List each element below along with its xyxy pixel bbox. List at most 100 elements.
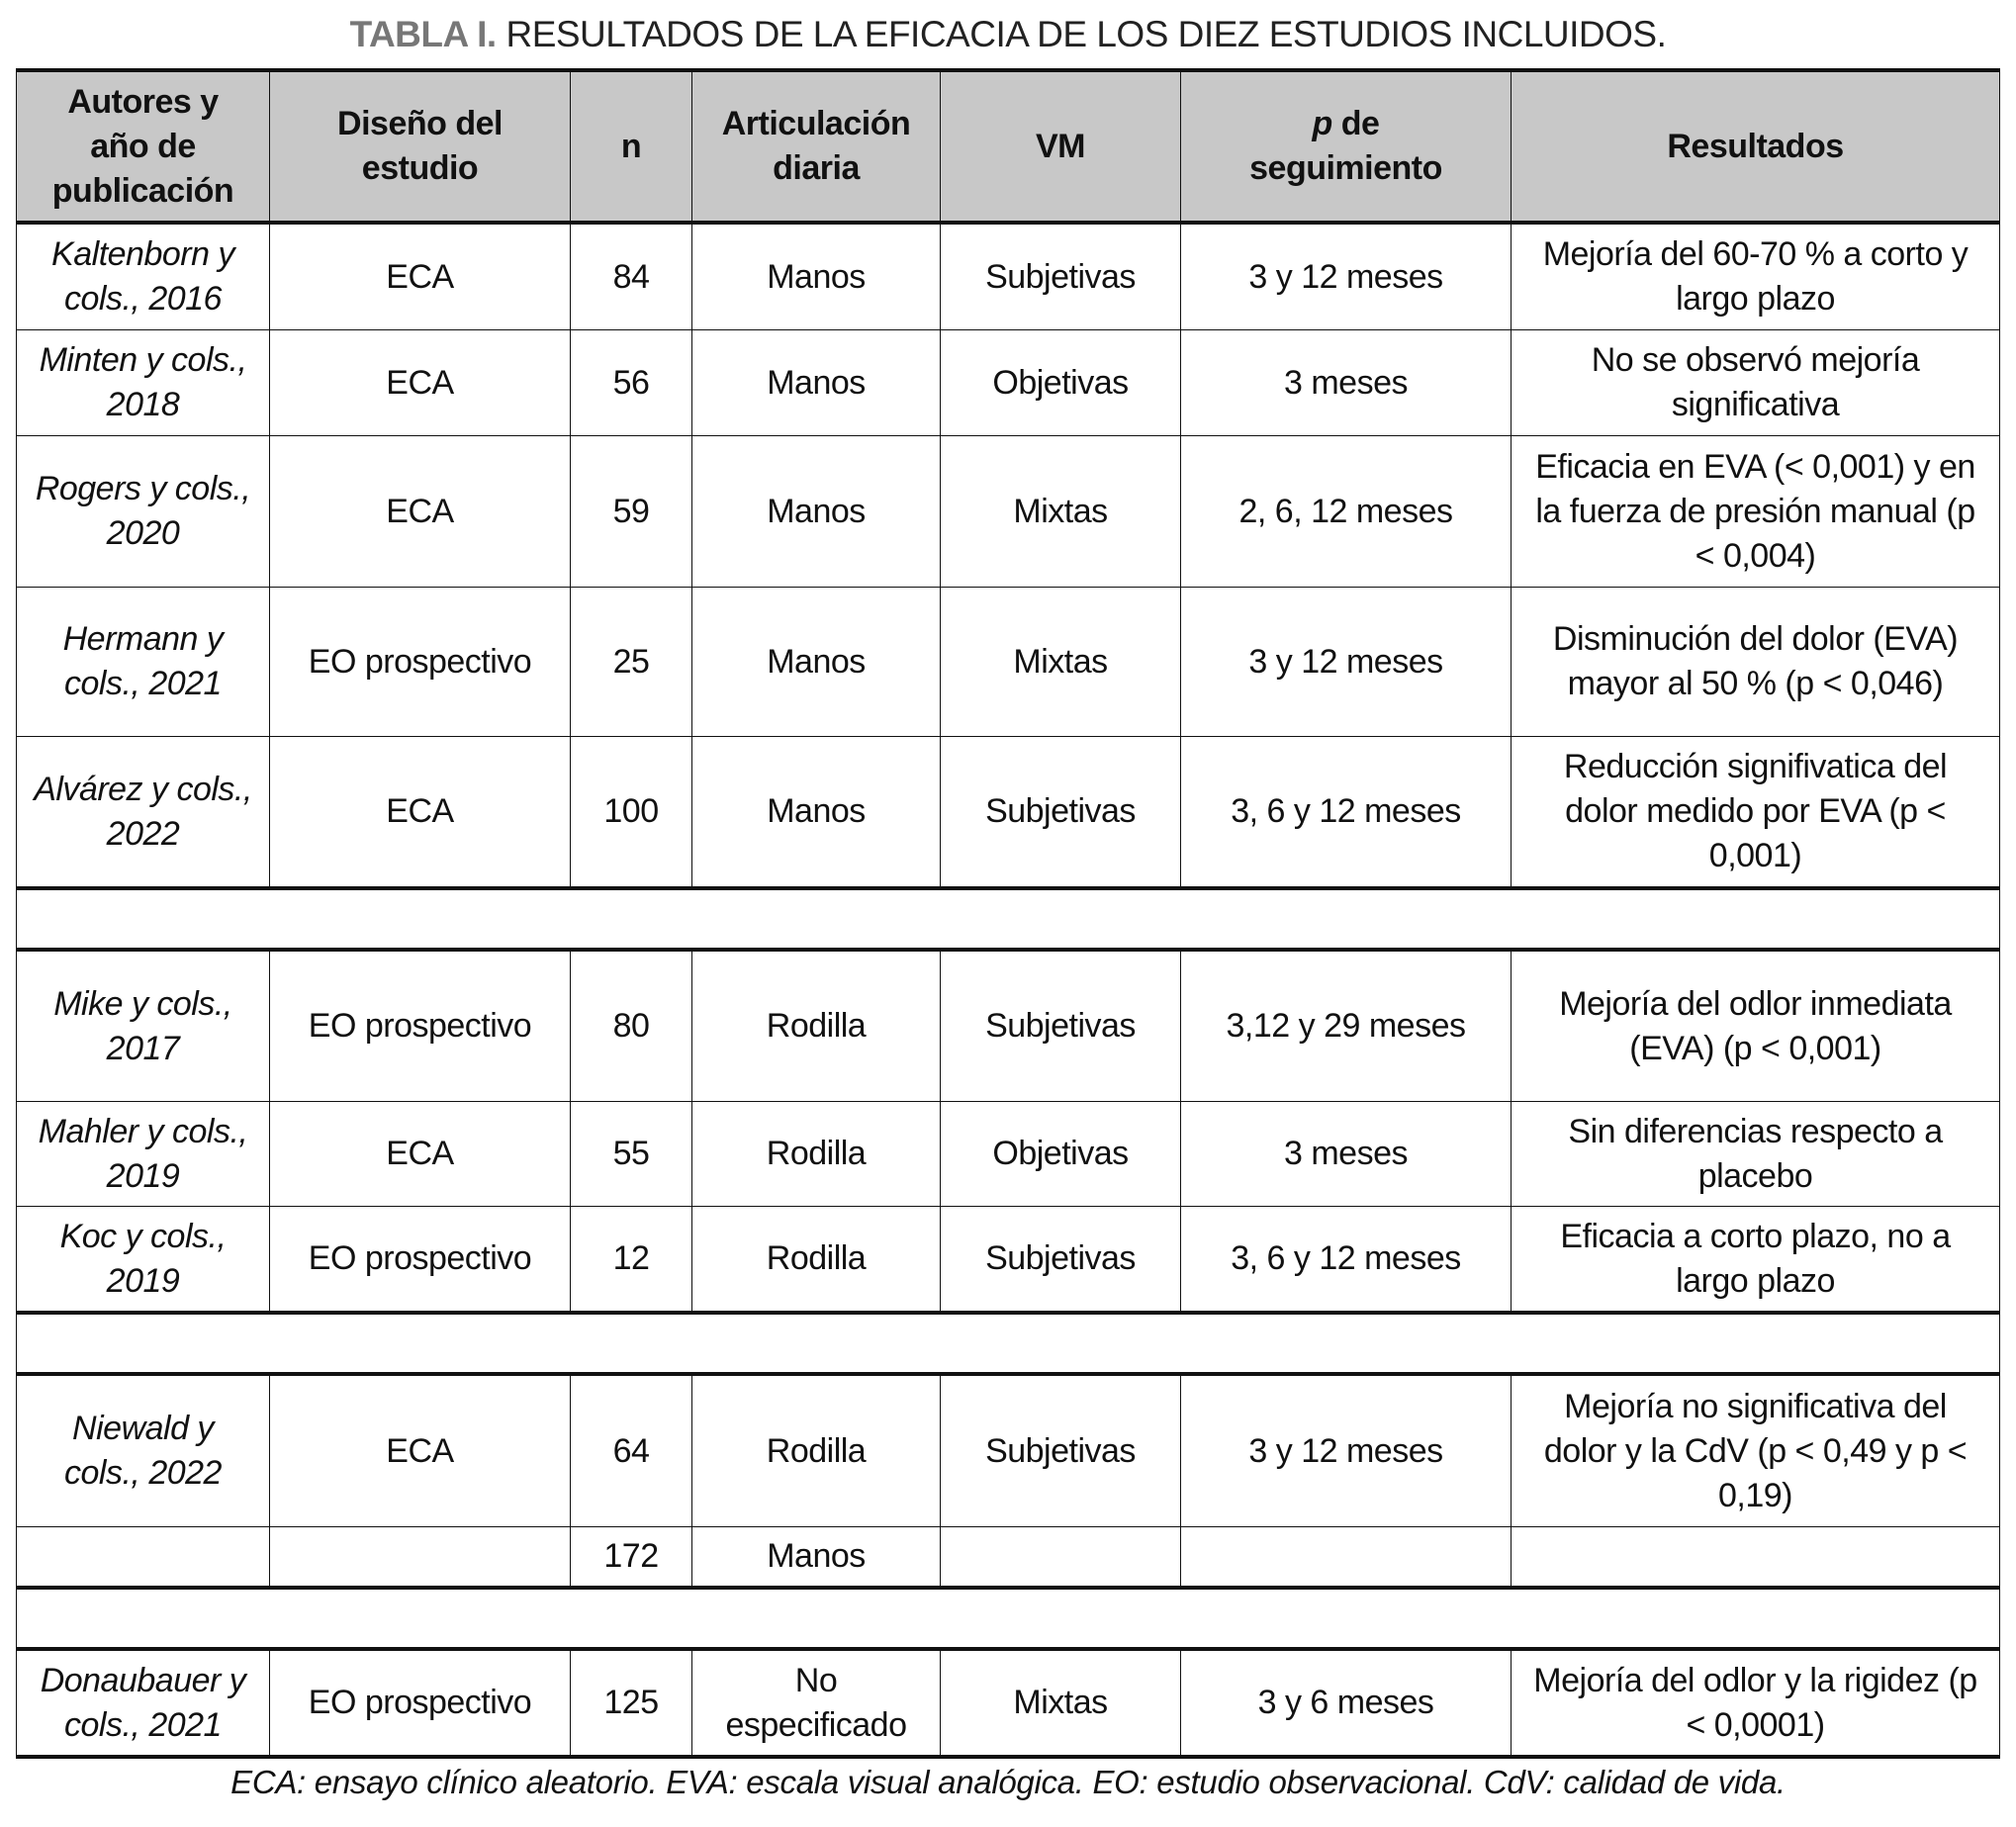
cell-joint: Rodilla — [691, 949, 941, 1102]
results-table: Autores y año de publicación Diseño del … — [16, 68, 2000, 1759]
section-divider-row — [16, 886, 2000, 952]
cell-followup: 3, 6 y 12 meses — [1180, 736, 1512, 889]
cell-followup: 3, 6 y 12 meses — [1180, 1206, 1512, 1314]
cell-vm: Subjetivas — [940, 736, 1181, 889]
header-vm: VM — [940, 68, 1181, 225]
cell-vm: Subjetivas — [940, 949, 1181, 1102]
cell-authors: Minten y cols., 2018 — [16, 329, 270, 436]
table-row: Hermann y cols., 2021 EO prospectivo 25 Man… — [16, 587, 2000, 737]
cell-vm: Mixtas — [940, 587, 1181, 737]
cell-design: ECA — [269, 1373, 571, 1527]
cell-design: EO prospectivo — [269, 949, 571, 1102]
header-joint: Articulación diaria — [691, 68, 941, 225]
cell-design: ECA — [269, 329, 571, 436]
cell-joint: Manos — [691, 329, 941, 436]
cell-results: Eficacia a corto plazo, no a largo plazo — [1511, 1206, 2000, 1314]
cell-results: Disminución del dolor (EVA) mayor al 50 … — [1511, 587, 2000, 737]
cell-followup: 3 meses — [1180, 1101, 1512, 1207]
cell-joint: Manos — [691, 435, 941, 588]
cell-n: 64 — [570, 1373, 692, 1527]
table-row: Minten y cols., 2018 ECA 56 Manos Objetivas 3… — [16, 329, 2000, 436]
cell-authors: Mahler y cols., 2019 — [16, 1101, 270, 1207]
section-divider-row — [16, 1586, 2000, 1651]
cell-n: 55 — [570, 1101, 692, 1207]
cell-design: ECA — [269, 736, 571, 889]
cell-results: Eficacia en EVA (< 0,001) y en la fuerza… — [1511, 435, 2000, 588]
header-followup-label: de seguimiento — [1249, 105, 1442, 187]
cell-followup: 3 y 12 meses — [1180, 222, 1512, 330]
cell-vm — [940, 1526, 1181, 1589]
cell-n: 56 — [570, 329, 692, 436]
cell-followup: 2, 6, 12 meses — [1180, 435, 1512, 588]
cell-n: 12 — [570, 1206, 692, 1314]
table-row: Rogers y cols., 2020 ECA 59 Manos Mixtas 2, 6… — [16, 435, 2000, 588]
cell-vm: Objetivas — [940, 329, 1181, 436]
footnote: ECA: ensayo clínico aleatorio. EVA: esca… — [230, 1764, 1786, 1800]
cell-design: EO prospectivo — [269, 587, 571, 737]
cell-followup: 3 y 12 meses — [1180, 1373, 1512, 1527]
cell-authors: Mike y cols., 2017 — [16, 949, 270, 1102]
cell-vm: Subjetivas — [940, 1373, 1181, 1527]
cell-joint: Rodilla — [691, 1206, 941, 1314]
cell-results: Mejoría del odlor y la rigidez (p < 0,00… — [1511, 1648, 2000, 1759]
section-divider-cell — [16, 1586, 2000, 1651]
table-row: Donaubauer y cols., 2021 EO prospectivo 12… — [16, 1648, 2000, 1759]
table-body: Kaltenborn y cols., 2016 ECA 84 Manos Subjet… — [16, 222, 2000, 1759]
table-number: TABLA I. — [349, 14, 498, 54]
cell-vm: Objetivas — [940, 1101, 1181, 1207]
header-row: Autores y año de publicación Diseño del … — [16, 68, 2000, 225]
cell-vm: Subjetivas — [940, 222, 1181, 330]
cell-followup — [1180, 1526, 1512, 1589]
header-followup-p: p — [1312, 105, 1333, 142]
cell-results: Mejoría no significativa del dolor y la … — [1511, 1373, 2000, 1527]
cell-results: Mejoría del 60-70 % a corto y largo plaz… — [1511, 222, 2000, 330]
cell-joint: No especificado — [691, 1648, 941, 1759]
cell-design — [269, 1526, 571, 1589]
cell-n: 172 — [570, 1526, 692, 1589]
cell-n: 59 — [570, 435, 692, 588]
cell-authors: Niewald y cols., 2022 — [16, 1373, 270, 1527]
section-divider-cell — [16, 886, 2000, 952]
cell-joint: Manos — [691, 587, 941, 737]
table-row: Mike y cols., 2017 EO prospectivo 80 Rodill… — [16, 949, 2000, 1102]
cell-design: EO prospectivo — [269, 1648, 571, 1759]
header-n: n — [570, 68, 692, 225]
table-row: 172 Manos — [16, 1526, 2000, 1589]
table-row: Alvárez y cols., 2022 ECA 100 Manos Subjetiv… — [16, 736, 2000, 889]
cell-followup: 3 meses — [1180, 329, 1512, 436]
cell-n: 125 — [570, 1648, 692, 1759]
table-row: Mahler y cols., 2019 ECA 55 Rodilla Objetiva… — [16, 1101, 2000, 1207]
cell-results: Sin diferencias respecto a placebo — [1511, 1101, 2000, 1207]
cell-n: 25 — [570, 587, 692, 737]
cell-n: 80 — [570, 949, 692, 1102]
cell-results: Mejoría del odlor inmediata (EVA) (p < 0… — [1511, 949, 2000, 1102]
table-title: TABLA I. RESULTADOS DE LA EFICACIA DE LO… — [0, 14, 2016, 55]
cell-results: Reducción signifivatica del dolor medido… — [1511, 736, 2000, 889]
cell-authors: Koc y cols., 2019 — [16, 1206, 270, 1314]
cell-design: ECA — [269, 1101, 571, 1207]
cell-vm: Mixtas — [940, 435, 1181, 588]
cell-n: 100 — [570, 736, 692, 889]
header-authors: Autores y año de publicación — [16, 68, 270, 225]
header-followup: p de seguimiento — [1180, 68, 1512, 225]
cell-joint: Rodilla — [691, 1373, 941, 1527]
section-divider-row — [16, 1311, 2000, 1376]
cell-joint: Rodilla — [691, 1101, 941, 1207]
cell-design: EO prospectivo — [269, 1206, 571, 1314]
cell-vm: Subjetivas — [940, 1206, 1181, 1314]
table-row: Koc y cols., 2019 EO prospectivo 12 Rodilla… — [16, 1206, 2000, 1314]
cell-design: ECA — [269, 435, 571, 588]
cell-authors: Hermann y cols., 2021 — [16, 587, 270, 737]
cell-authors: Alvárez y cols., 2022 — [16, 736, 270, 889]
cell-authors: Donaubauer y cols., 2021 — [16, 1648, 270, 1759]
cell-joint: Manos — [691, 736, 941, 889]
cell-n: 84 — [570, 222, 692, 330]
table-caption: RESULTADOS DE LA EFICACIA DE LOS DIEZ ES… — [505, 14, 1667, 54]
header-design: Diseño del estudio — [269, 68, 571, 225]
cell-followup: 3,12 y 29 meses — [1180, 949, 1512, 1102]
cell-authors — [16, 1526, 270, 1589]
cell-followup: 3 y 12 meses — [1180, 587, 1512, 737]
section-divider-cell — [16, 1311, 2000, 1376]
cell-authors: Rogers y cols., 2020 — [16, 435, 270, 588]
cell-results — [1511, 1526, 2000, 1589]
